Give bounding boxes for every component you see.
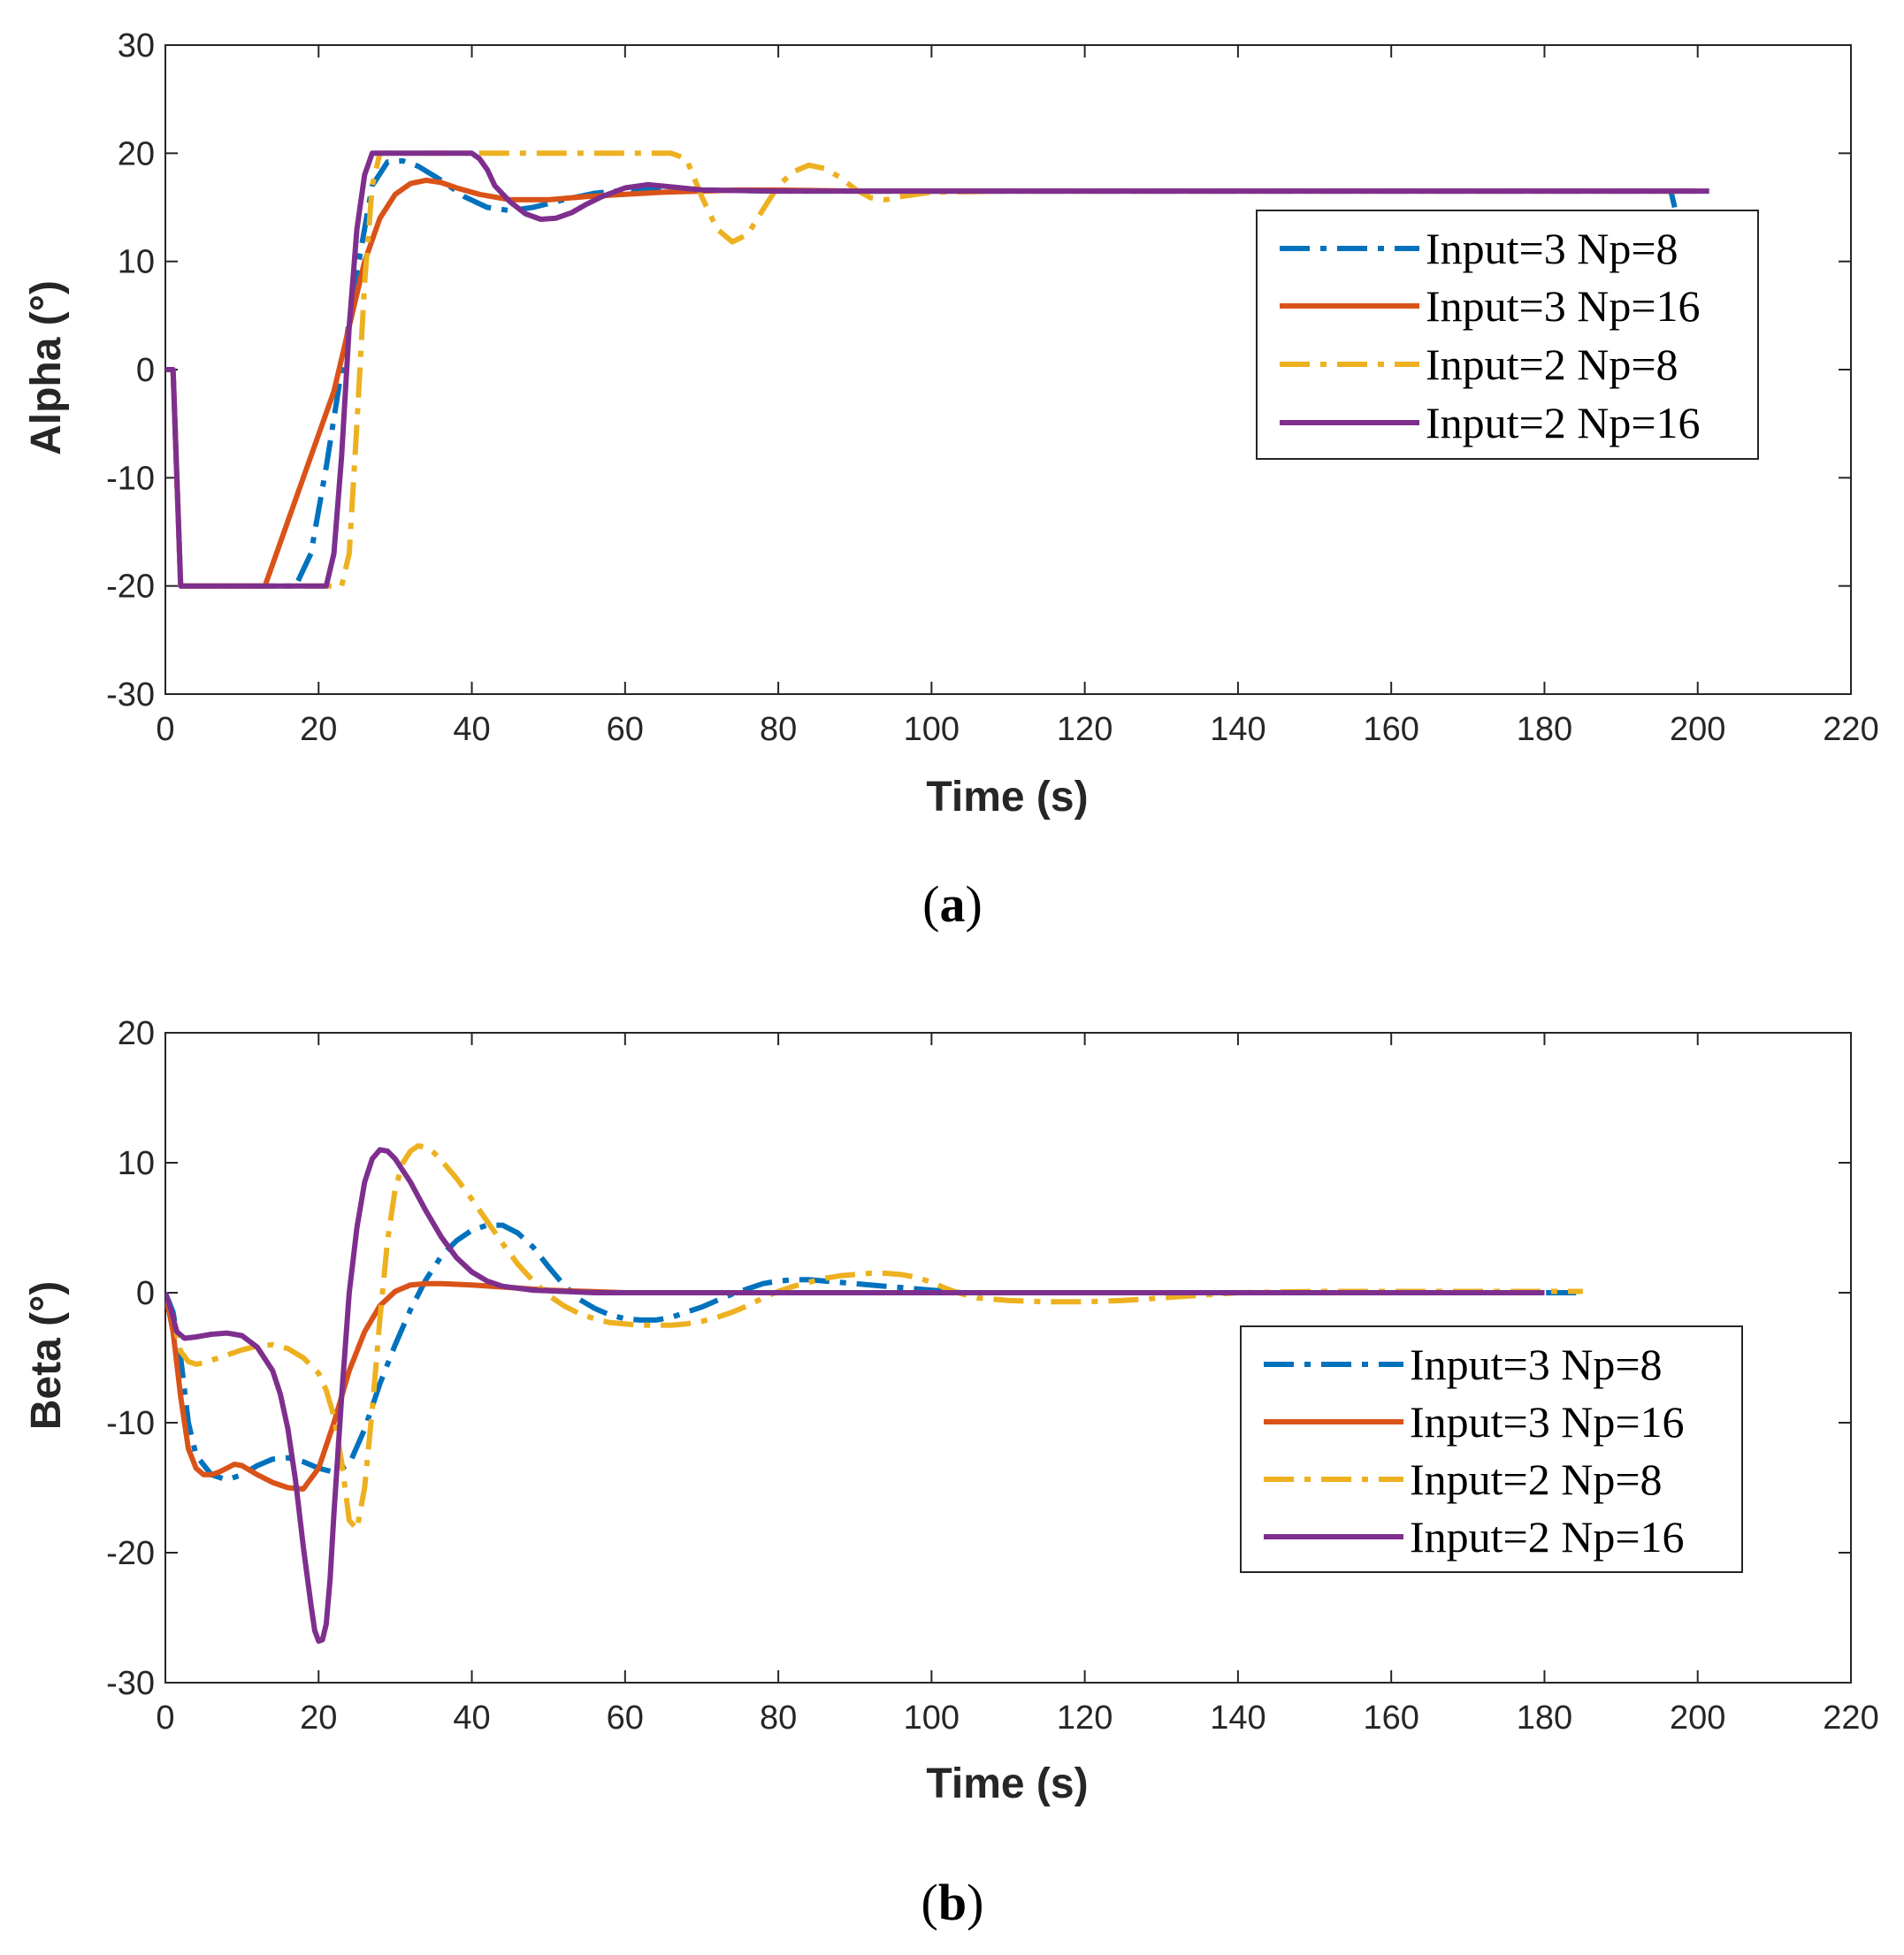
x-tick-label: 40 (453, 1699, 490, 1737)
x-tick-label: 160 (1363, 1699, 1418, 1737)
series-line-input-2-np-8 (165, 1142, 1583, 1532)
y-tick-label: -20 (106, 1535, 155, 1572)
x-tick-label: 220 (1823, 1699, 1878, 1737)
legend-label: Input=3 Np=16 (1426, 281, 1701, 331)
x-tick-label: 200 (1670, 711, 1725, 748)
legend-item-input2-np8: Input=2 Np=8 (1264, 1455, 1663, 1504)
x-tick-label: 20 (300, 1699, 337, 1737)
caption-letter: a (940, 875, 966, 933)
x-tick-label: 200 (1670, 1699, 1725, 1737)
series-line-input-2-np-16 (165, 1147, 1545, 1644)
x-axis-label: Time (s) (926, 774, 1088, 821)
legend-item-input3-np16: Input=3 Np=16 (1264, 1397, 1685, 1447)
y-tick-label: 20 (118, 135, 155, 172)
x-tick-label: 120 (1057, 711, 1113, 748)
legend-label: Input=2 Np=8 (1426, 340, 1678, 389)
legend-label: Input=2 Np=16 (1426, 398, 1701, 447)
legend-item-input3-np8: Input=3 Np=8 (1264, 1340, 1663, 1389)
legend-item-input2-np8: Input=2 Np=8 (1280, 340, 1678, 389)
legend-label: Input=3 Np=8 (1426, 224, 1678, 273)
chart-panel-a: 0 20 40 60 80 100 120 140 160 180 200 220 -30 -20 -10 0… (23, 27, 1879, 933)
x-tick-label: 80 (760, 1699, 797, 1737)
caption-letter: b (938, 1874, 967, 1931)
chart-panel-b: 0 20 40 60 80 100 120 140 160 180 200 220 -30 -20 -10 0… (23, 1015, 1879, 1931)
x-tick-label: 0 (156, 711, 174, 748)
series-group (165, 1142, 1583, 1644)
x-tick-label: 120 (1057, 1699, 1113, 1737)
y-tick-label: -20 (106, 569, 155, 606)
x-tick-label: 180 (1517, 711, 1572, 748)
x-tick-label: 60 (607, 711, 644, 748)
x-tick-label: 0 (156, 1699, 174, 1737)
y-tick-label: -30 (106, 1665, 155, 1702)
legend: Input=3 Np=8 Input=3 Np=16 Input=2 Np=8 … (1256, 210, 1759, 460)
series-line-input-2-np-16 (165, 150, 1709, 589)
series-line-input-2-np-8 (165, 150, 1698, 589)
y-tick-label: 30 (118, 27, 155, 65)
panel-caption: (b) (921, 1874, 984, 1931)
y-tick-label: 0 (136, 352, 155, 389)
y-tick-label: -30 (106, 676, 155, 714)
x-tick-label: 220 (1823, 711, 1878, 748)
y-tick-label: -10 (106, 460, 155, 497)
legend-box (1256, 210, 1759, 460)
y-tick-label: 20 (118, 1015, 155, 1052)
x-tick-label: 100 (904, 711, 960, 748)
legend-item-input2-np16: Input=2 Np=16 (1264, 1512, 1685, 1562)
y-tick-label: -10 (106, 1405, 155, 1442)
legend-label: Input=2 Np=8 (1410, 1455, 1663, 1504)
legend-item-input2-np16: Input=2 Np=16 (1280, 398, 1701, 447)
x-tick-label: 80 (760, 711, 797, 748)
x-tick-label: 140 (1210, 711, 1266, 748)
y-axis-label: Beta (°) (23, 1281, 70, 1431)
legend-label: Input=3 Np=16 (1410, 1397, 1685, 1447)
legend-item-input3-np8: Input=3 Np=8 (1280, 224, 1678, 273)
series-group (165, 150, 1709, 589)
x-tick-label: 40 (453, 711, 490, 748)
x-tick-label: 180 (1517, 1699, 1572, 1737)
y-axis-label: Alpha (°) (23, 280, 70, 455)
x-axis-label: Time (s) (926, 1760, 1088, 1807)
legend-box (1240, 1325, 1743, 1573)
x-tick-label: 100 (904, 1699, 960, 1737)
x-tick-label: 160 (1363, 711, 1418, 748)
x-tick-label: 140 (1210, 1699, 1266, 1737)
y-tick-label: 0 (136, 1275, 155, 1312)
x-tick-label: 60 (607, 1699, 644, 1737)
panel-caption: (a) (922, 875, 983, 933)
legend-label: Input=2 Np=16 (1410, 1512, 1685, 1562)
legend-item-input3-np16: Input=3 Np=16 (1280, 281, 1701, 331)
x-tick-label: 20 (300, 711, 337, 748)
y-tick-label: 10 (118, 244, 155, 281)
series-line-input-3-np-8 (165, 1222, 1583, 1483)
y-tick-label: 10 (118, 1145, 155, 1182)
legend-label: Input=3 Np=8 (1410, 1340, 1663, 1389)
legend: Input=3 Np=8 Input=3 Np=16 Input=2 Np=8 … (1240, 1325, 1743, 1573)
